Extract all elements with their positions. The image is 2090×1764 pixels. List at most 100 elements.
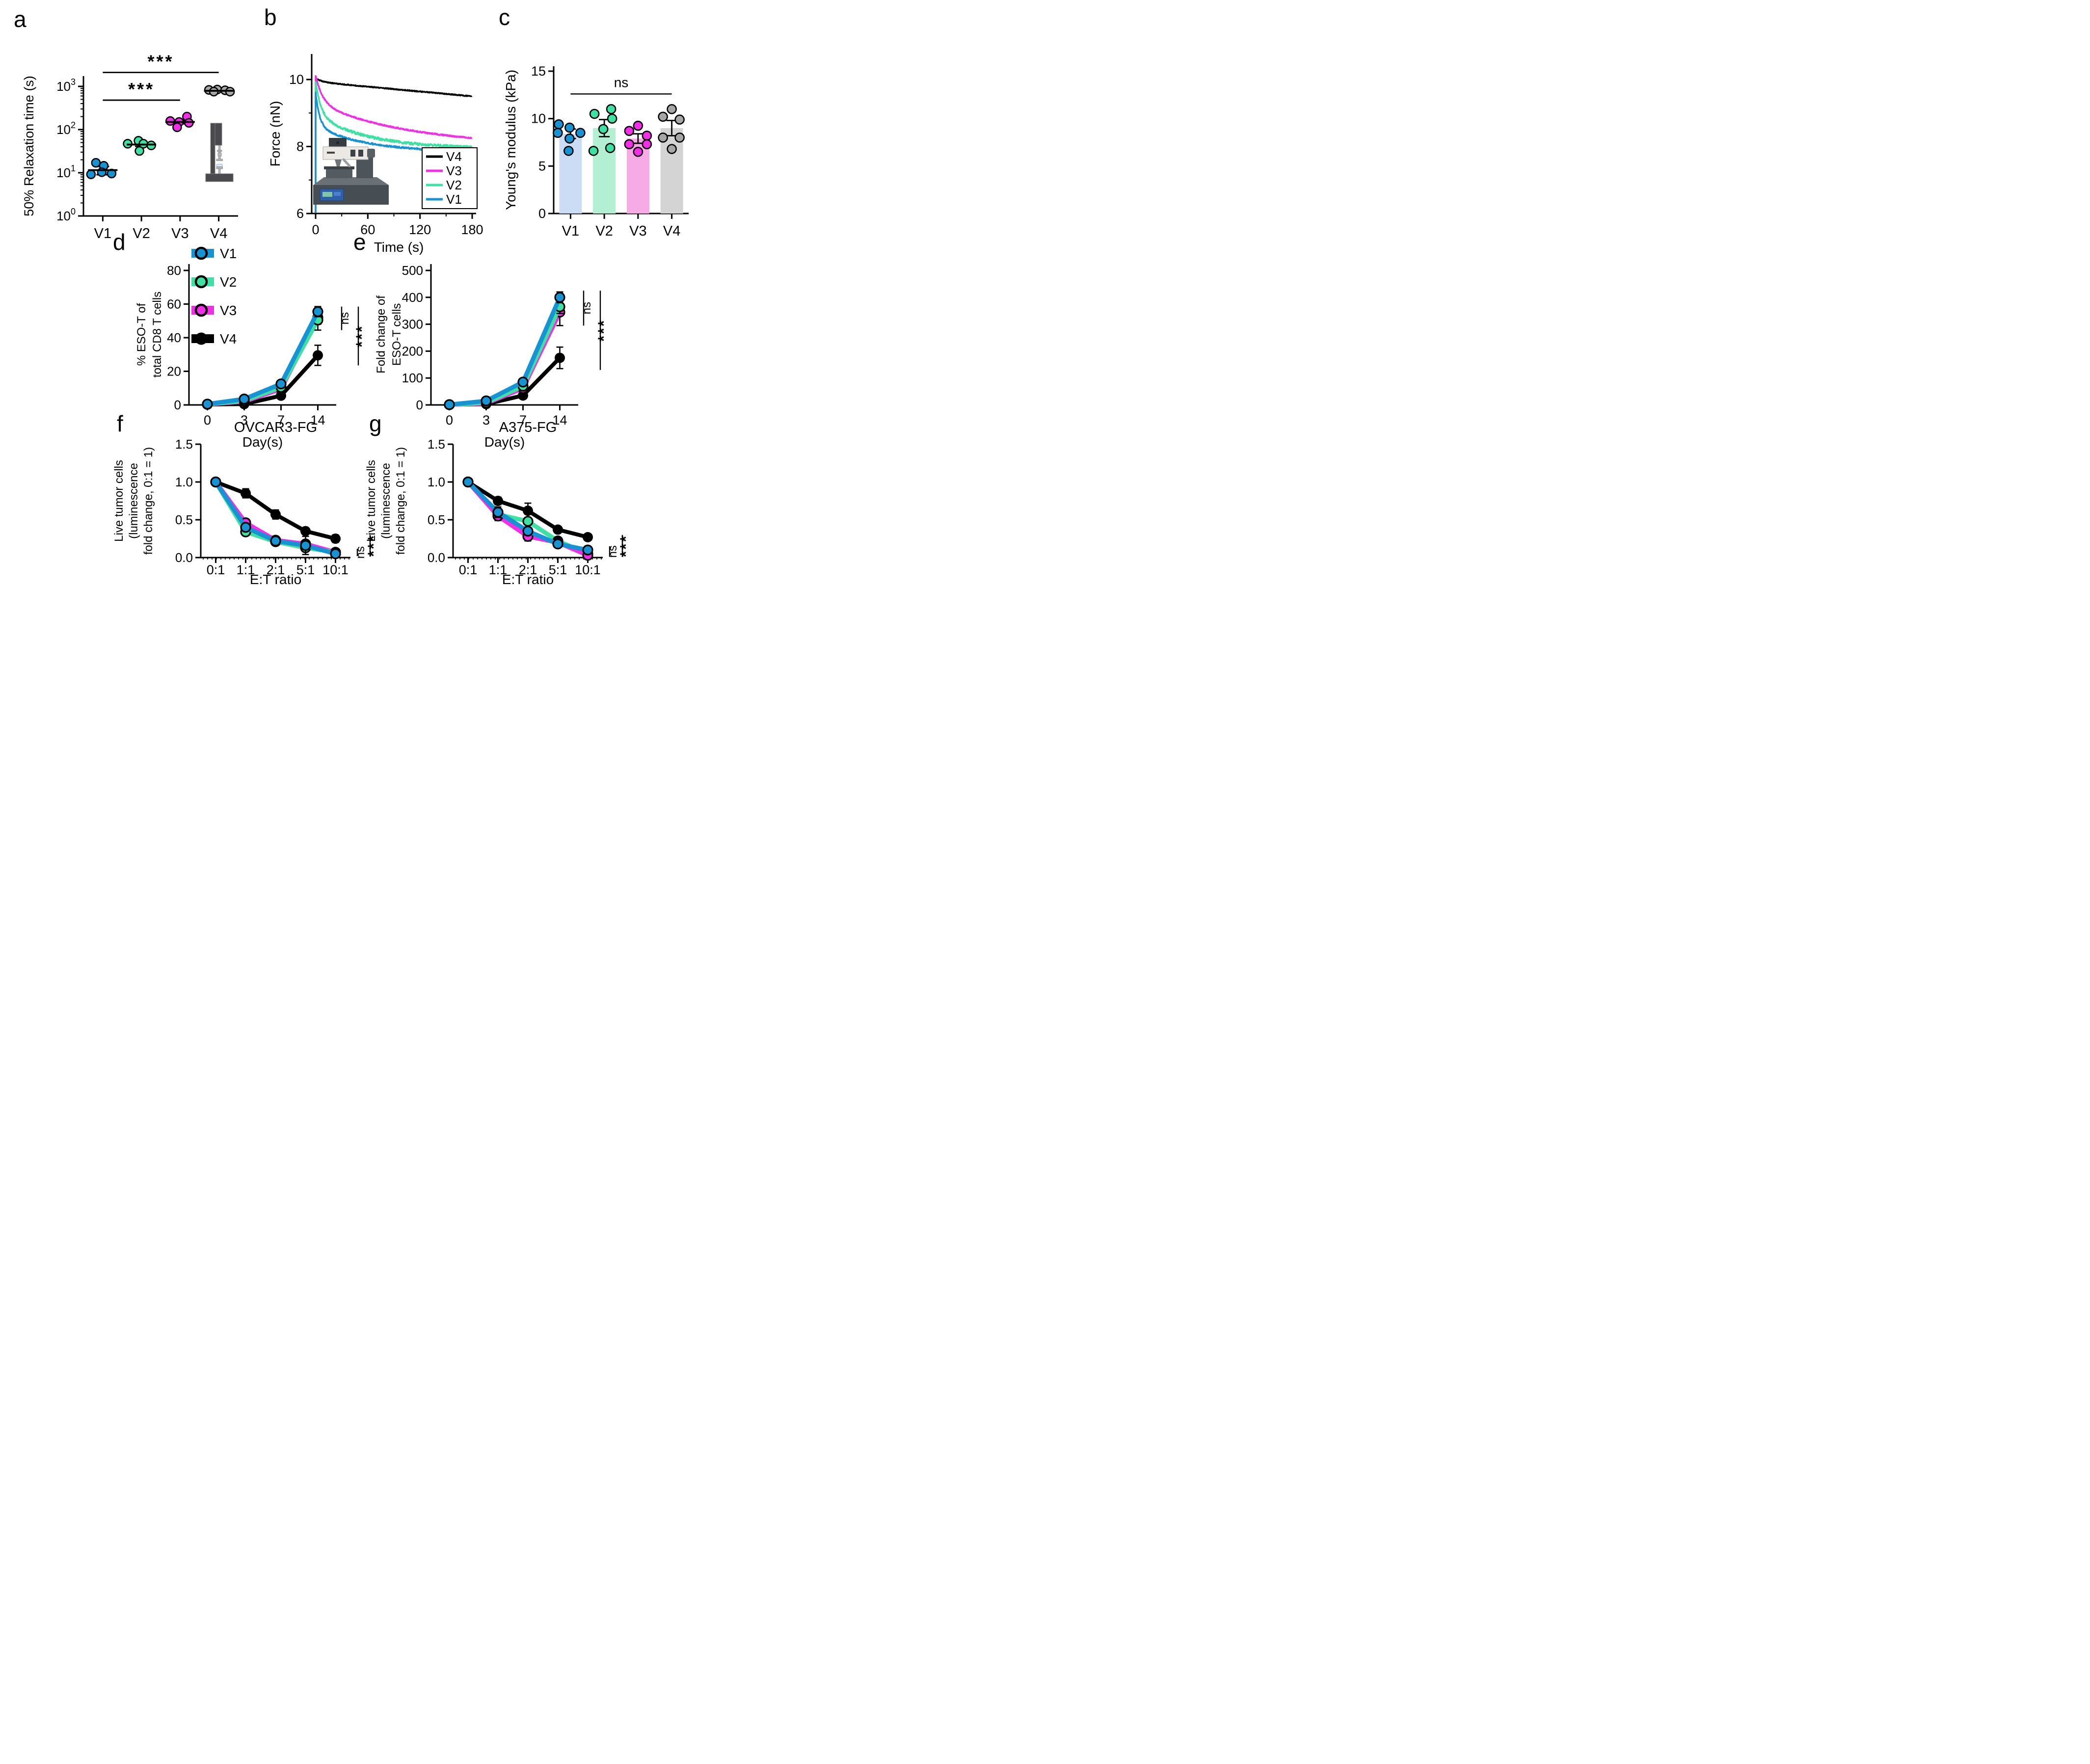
- panel-letter-b: b: [264, 4, 277, 30]
- svg-text:1.5: 1.5: [175, 437, 193, 452]
- svg-text:10:1: 10:1: [322, 562, 348, 577]
- g-series-V1: [462, 476, 593, 556]
- e-significance: ns***: [580, 291, 613, 370]
- svg-text:1.5: 1.5: [428, 437, 445, 452]
- e-y-axis-label: Fold change of ESO-T cells: [375, 295, 403, 374]
- svg-text:102: 102: [56, 120, 76, 137]
- svg-text:Day(s): Day(s): [484, 434, 525, 450]
- svg-text:8: 8: [296, 139, 304, 154]
- svg-text:180: 180: [461, 222, 483, 237]
- a-series-V3: [165, 111, 195, 133]
- svg-text:fold change, 0:1 = 1): fold change, 0:1 = 1): [394, 447, 407, 555]
- svg-text:1.0: 1.0: [175, 475, 193, 489]
- svg-text:ns: ns: [354, 546, 367, 559]
- svg-text:ns: ns: [614, 75, 629, 90]
- svg-text:V1: V1: [220, 246, 237, 261]
- panel-letter-f: f: [117, 411, 123, 436]
- f-axis: 0.0 0.5 1.0 1.5 0:1 1:1 2:1 5:1 10:1: [175, 437, 350, 577]
- svg-text:10: 10: [289, 72, 304, 87]
- chart-panel-e-fold-change: 0 100 200 300 400 500 0 3 7 14 Day(s) Fold change o…: [375, 263, 613, 450]
- f-y-axis-label: Live tumor cells (luminescence fold change…: [112, 447, 155, 555]
- svg-text:ns: ns: [580, 302, 593, 314]
- svg-text:20: 20: [167, 364, 181, 379]
- svg-text:10: 10: [531, 111, 546, 126]
- svg-text:***: ***: [128, 79, 155, 99]
- svg-text:2:1: 2:1: [267, 562, 285, 577]
- b-curve-V4: [315, 77, 473, 97]
- panel-letter-d: d: [113, 229, 126, 255]
- svg-text:1:1: 1:1: [489, 562, 508, 577]
- panel-letter-g: g: [369, 411, 382, 436]
- panel-letter-c: c: [499, 4, 510, 30]
- d-axis: 0 20 40 60 80 0 3 7 14: [167, 263, 336, 428]
- svg-text:ns: ns: [606, 545, 619, 558]
- svg-text:60: 60: [167, 297, 181, 312]
- c-bars: [553, 104, 685, 214]
- svg-text:500: 500: [402, 263, 423, 278]
- svg-text:Day(s): Day(s): [242, 434, 283, 450]
- svg-text:400: 400: [402, 290, 423, 305]
- svg-text:***: ***: [353, 324, 371, 347]
- svg-text:1:1: 1:1: [237, 562, 255, 577]
- svg-text:0.0: 0.0: [428, 550, 445, 565]
- g-significance: ns***: [606, 535, 635, 558]
- svg-text:V4: V4: [446, 149, 462, 164]
- chart-panel-c-youngs-modulus: 0 5 10 15 V1 V2 V3 V4 Young's modulus (kPa) ns: [503, 64, 689, 239]
- svg-text:V2: V2: [133, 226, 150, 241]
- svg-text:V3: V3: [629, 223, 646, 239]
- e-axis: 0 100 200 300 400 500 0 3 7 14: [402, 263, 578, 428]
- svg-text:100: 100: [56, 207, 76, 223]
- svg-text:V2: V2: [446, 178, 462, 192]
- svg-text:A375-FG: A375-FG: [499, 420, 557, 435]
- svg-text:V2: V2: [595, 223, 613, 239]
- svg-text:V4: V4: [210, 226, 227, 241]
- svg-text:3: 3: [241, 413, 248, 428]
- svg-text:101: 101: [56, 163, 76, 180]
- figure-canvas: a b c d e f g 100 101 102 103 V1 V2 V3 V4 50% Re…: [0, 0, 697, 588]
- svg-text:103: 103: [56, 77, 76, 94]
- e-series-V1: [444, 291, 565, 410]
- svg-text:V1: V1: [562, 223, 579, 239]
- a-series-V4: [204, 84, 235, 97]
- svg-text:1.0: 1.0: [428, 475, 445, 489]
- g-axis: 0.0 0.5 1.0 1.5 0:1 1:1 2:1 5:1 10:1: [428, 437, 603, 577]
- svg-text:200: 200: [402, 344, 423, 358]
- svg-text:***: ***: [365, 534, 382, 557]
- svg-text:80: 80: [167, 263, 181, 278]
- svg-text:2:1: 2:1: [519, 562, 537, 577]
- svg-text:V2: V2: [220, 274, 237, 290]
- svg-text:0: 0: [416, 398, 423, 412]
- a-y-axis-label: 50% Relaxation time (s): [22, 76, 36, 216]
- svg-text:(luminescence: (luminescence: [127, 463, 140, 539]
- svg-text:V1: V1: [446, 192, 462, 207]
- d-series-V4: [202, 345, 323, 410]
- c-significance: ns: [570, 75, 672, 95]
- svg-text:E:T ratio: E:T ratio: [502, 572, 554, 587]
- g-x-axis-label: E:T ratio: [502, 572, 554, 587]
- svg-text:Force (nN): Force (nN): [268, 101, 283, 167]
- f-significance: ns***: [354, 534, 382, 559]
- c-y-axis-label: Young's modulus (kPa): [503, 70, 518, 210]
- svg-text:0:1: 0:1: [207, 562, 225, 577]
- svg-text:***: ***: [147, 52, 174, 72]
- svg-text:V4: V4: [663, 223, 680, 239]
- svg-text:0: 0: [538, 206, 546, 221]
- b-curve-V2: [315, 81, 473, 213]
- f-series-V4: [211, 477, 341, 544]
- svg-text:7: 7: [519, 413, 527, 428]
- svg-text:0.5: 0.5: [428, 512, 445, 527]
- svg-text:0.0: 0.0: [175, 550, 193, 565]
- svg-text:0: 0: [312, 222, 319, 237]
- a-axis: 100 101 102 103 V1 V2 V3 V4: [56, 76, 238, 241]
- svg-text:14: 14: [310, 413, 325, 428]
- svg-text:V4: V4: [220, 331, 237, 347]
- svg-text:ns: ns: [338, 312, 351, 324]
- f-series-V1: [210, 476, 341, 560]
- svg-text:15: 15: [531, 64, 546, 79]
- d-significance: ns***: [338, 306, 371, 366]
- b-curves: [315, 75, 473, 213]
- b-axis: 6 8 10 0 60 120 180: [289, 54, 483, 237]
- svg-text:total CD8 T cells: total CD8 T cells: [151, 292, 164, 377]
- d-legend: V1 V2 V3 V4: [191, 246, 237, 347]
- svg-text:V3: V3: [446, 163, 462, 178]
